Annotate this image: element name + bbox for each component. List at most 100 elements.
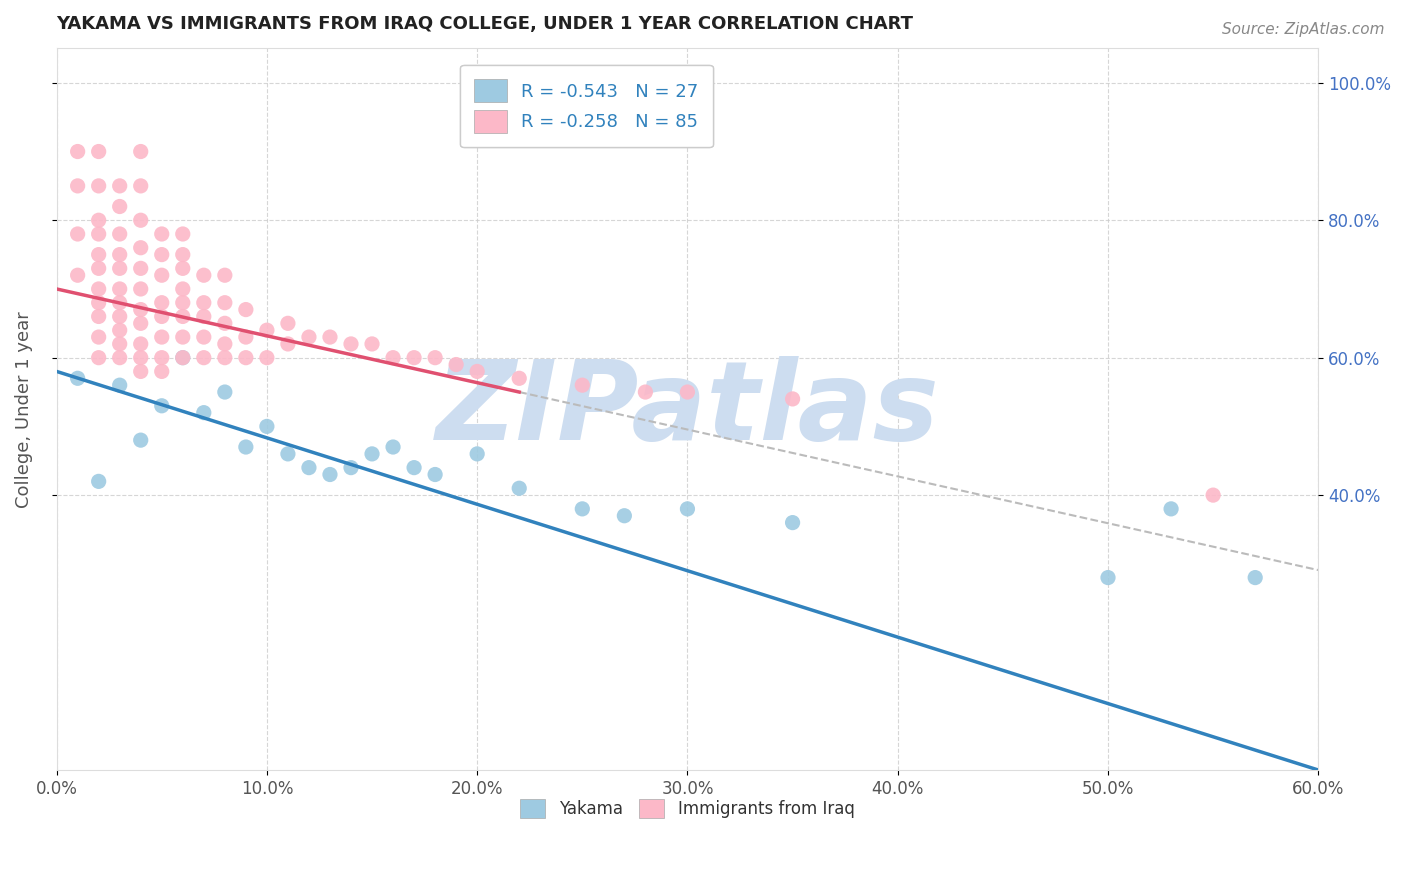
Point — [87, 351, 110, 365]
Point — [87, 330, 110, 344]
Point — [87, 282, 110, 296]
Point — [129, 433, 152, 447]
Point — [108, 337, 131, 351]
Point — [108, 378, 131, 392]
Point — [66, 227, 89, 241]
Point — [108, 323, 131, 337]
Text: ZIPatlas: ZIPatlas — [436, 356, 939, 463]
Point — [214, 351, 236, 365]
Point — [277, 337, 299, 351]
Point — [193, 268, 215, 283]
Point — [108, 282, 131, 296]
Y-axis label: College, Under 1 year: College, Under 1 year — [15, 310, 32, 508]
Point — [508, 481, 530, 495]
Point — [277, 447, 299, 461]
Point — [340, 337, 363, 351]
Point — [361, 337, 384, 351]
Point — [256, 351, 278, 365]
Point — [235, 440, 257, 454]
Point — [150, 330, 173, 344]
Point — [319, 330, 342, 344]
Point — [634, 385, 657, 400]
Point — [150, 295, 173, 310]
Point — [108, 310, 131, 324]
Point — [1160, 501, 1182, 516]
Point — [465, 447, 488, 461]
Point — [87, 475, 110, 489]
Point — [172, 295, 194, 310]
Point — [1202, 488, 1225, 502]
Point — [129, 145, 152, 159]
Text: Source: ZipAtlas.com: Source: ZipAtlas.com — [1222, 22, 1385, 37]
Point — [172, 310, 194, 324]
Point — [129, 302, 152, 317]
Point — [298, 330, 321, 344]
Point — [108, 227, 131, 241]
Point — [193, 295, 215, 310]
Point — [66, 371, 89, 385]
Point — [129, 316, 152, 330]
Point — [1097, 571, 1119, 585]
Point — [193, 310, 215, 324]
Point — [676, 501, 699, 516]
Point — [782, 392, 804, 406]
Point — [193, 351, 215, 365]
Point — [235, 330, 257, 344]
Point — [277, 316, 299, 330]
Point — [193, 406, 215, 420]
Point — [150, 351, 173, 365]
Point — [382, 440, 405, 454]
Point — [87, 178, 110, 193]
Point — [108, 295, 131, 310]
Point — [87, 227, 110, 241]
Point — [172, 330, 194, 344]
Point — [571, 378, 593, 392]
Point — [129, 213, 152, 227]
Point — [214, 268, 236, 283]
Point — [214, 295, 236, 310]
Point — [319, 467, 342, 482]
Point — [1244, 571, 1267, 585]
Point — [404, 351, 426, 365]
Point — [571, 501, 593, 516]
Point — [108, 247, 131, 261]
Point — [108, 178, 131, 193]
Text: YAKAMA VS IMMIGRANTS FROM IRAQ COLLEGE, UNDER 1 YEAR CORRELATION CHART: YAKAMA VS IMMIGRANTS FROM IRAQ COLLEGE, … — [56, 15, 914, 33]
Point — [150, 247, 173, 261]
Point — [129, 351, 152, 365]
Point — [256, 419, 278, 434]
Point — [235, 351, 257, 365]
Point — [613, 508, 636, 523]
Point — [404, 460, 426, 475]
Point — [66, 145, 89, 159]
Point — [340, 460, 363, 475]
Point — [129, 261, 152, 276]
Point — [256, 323, 278, 337]
Point — [214, 385, 236, 400]
Point — [150, 268, 173, 283]
Point — [172, 261, 194, 276]
Point — [150, 399, 173, 413]
Point — [193, 330, 215, 344]
Point — [423, 467, 446, 482]
Point — [129, 178, 152, 193]
Point — [508, 371, 530, 385]
Point — [172, 351, 194, 365]
Point — [87, 295, 110, 310]
Point — [87, 213, 110, 227]
Point — [129, 241, 152, 255]
Legend: Yakama, Immigrants from Iraq: Yakama, Immigrants from Iraq — [512, 790, 863, 827]
Point — [87, 247, 110, 261]
Point — [172, 247, 194, 261]
Point — [87, 145, 110, 159]
Point — [214, 316, 236, 330]
Point — [172, 227, 194, 241]
Point — [150, 227, 173, 241]
Point — [150, 310, 173, 324]
Point — [782, 516, 804, 530]
Point — [423, 351, 446, 365]
Point — [172, 351, 194, 365]
Point — [66, 178, 89, 193]
Point — [66, 268, 89, 283]
Point — [129, 282, 152, 296]
